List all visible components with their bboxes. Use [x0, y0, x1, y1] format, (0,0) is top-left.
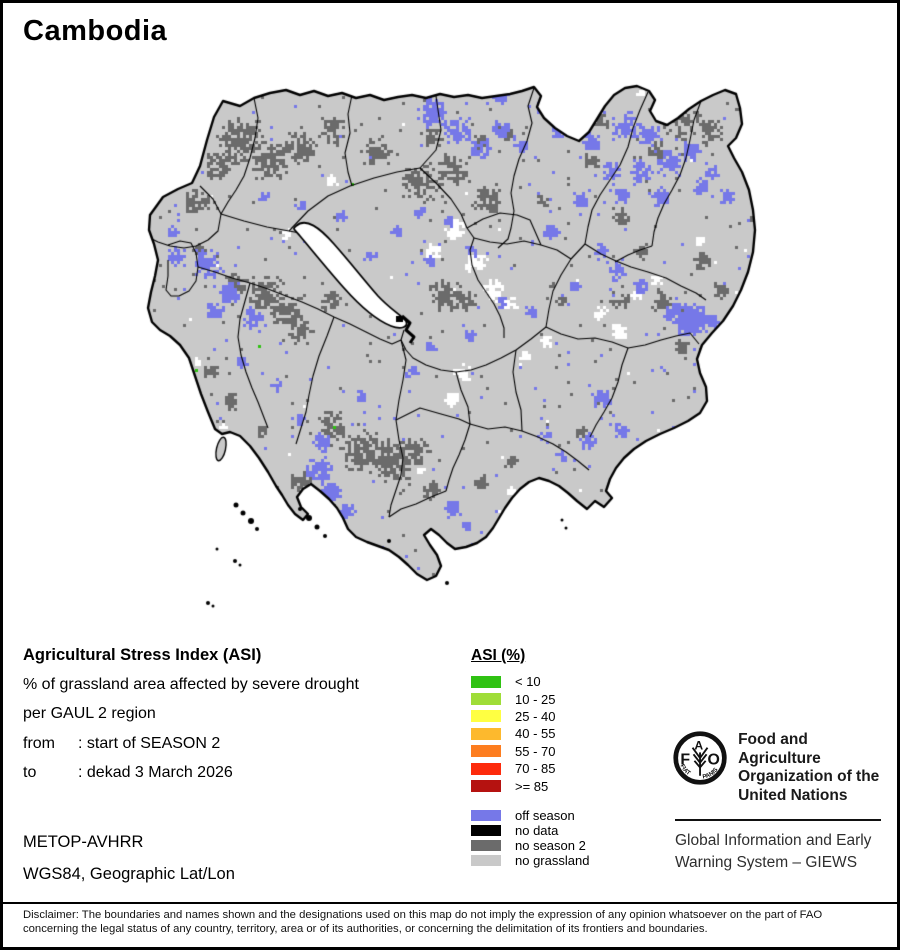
fao-name: Food and Agriculture Organization of the…	[738, 728, 884, 805]
legend-swatch	[471, 839, 501, 851]
projection-label: WGS84, Geographic Lat/Lon	[23, 865, 235, 883]
period-to: to : dekad 3 March 2026	[23, 765, 453, 781]
legend-swatch	[471, 762, 501, 775]
legend-swatch	[471, 727, 501, 740]
legend-row: 10 - 25	[471, 690, 661, 707]
asi-title: Agricultural Stress Index (ASI)	[23, 646, 262, 664]
giews-line: Global Information and Early	[675, 832, 872, 849]
legend-swatch	[471, 675, 501, 688]
legend-swatch	[471, 693, 501, 706]
legend-row: 70 - 85	[471, 760, 661, 777]
legend-row: off season	[471, 808, 661, 823]
legend-label: < 10	[515, 674, 541, 690]
fao-logo-icon: F A O FIAT PANIS	[673, 731, 727, 785]
fao-name-line: Food and Agriculture	[738, 731, 821, 767]
asi-subtitle-1: % of grassland area affected by severe d…	[23, 675, 359, 693]
legend-swatch	[471, 824, 501, 836]
period-from-value: : start of SEASON 2	[78, 734, 221, 752]
fao-name-line: United Nations	[738, 786, 848, 804]
disclaimer: Disclaimer: The boundaries and names sho…	[23, 909, 873, 936]
legend-label: 55 - 70	[515, 743, 556, 759]
legend-label: off season	[515, 807, 575, 823]
period-from: from : start of SEASON 2	[23, 734, 453, 752]
svg-text:O: O	[708, 752, 720, 769]
legend-label: >= 85	[515, 778, 549, 794]
legend-row: no grassland	[471, 853, 661, 868]
legend-row: 40 - 55	[471, 725, 661, 742]
legend-label: no data	[515, 822, 559, 838]
legend-label: no season 2	[515, 837, 586, 853]
map-info-block: Agricultural Stress Index (ASI) % of gra…	[23, 647, 453, 795]
legend-swatch	[471, 745, 501, 758]
legend-swatch	[471, 780, 501, 793]
legend: ASI (%) < 10 10 - 25 25 - 40 40 - 55 55 …	[471, 647, 661, 868]
legend-label: 70 - 85	[515, 761, 556, 777]
legend-row: 55 - 70	[471, 743, 661, 760]
legend-row: no data	[471, 823, 661, 838]
disclaimer-line: Disclaimer: The boundaries and names sho…	[23, 909, 823, 921]
period-to-label: to	[23, 764, 37, 781]
legend-row: no season 2	[471, 838, 661, 853]
source-block: METOP-AVHRR WGS84, Geographic Lat/Lon	[23, 833, 235, 897]
giews-line: Warning System – GIEWS	[675, 854, 858, 871]
legend-row: >= 85	[471, 777, 661, 794]
legend-swatch	[471, 854, 501, 866]
giews-name: Global Information and Early Warning Sys…	[675, 830, 884, 874]
legend-label: no grassland	[515, 852, 590, 868]
sensor-label: METOP-AVHRR	[23, 833, 144, 851]
svg-text:F: F	[680, 752, 690, 769]
legend-gap	[471, 795, 661, 808]
legend-row: 25 - 40	[471, 708, 661, 725]
legend-label: 10 - 25	[515, 691, 556, 707]
svg-text:A: A	[694, 739, 703, 753]
fao-block: F A O FIAT PANIS Food and Agriculture Or…	[672, 728, 884, 874]
disclaimer-line: concerning the legal status of any count…	[23, 922, 708, 935]
legend-label: 40 - 55	[515, 726, 556, 742]
fao-divider	[675, 819, 881, 821]
legend-label: 25 - 40	[515, 708, 556, 724]
asi-subtitle-2: per GAUL 2 region	[23, 705, 156, 722]
legend-row: < 10	[471, 673, 661, 690]
fao-name-line: Organization of the	[738, 768, 880, 785]
disclaimer-divider	[3, 902, 897, 904]
legend-title: ASI (%)	[471, 647, 526, 664]
legend-swatch	[471, 809, 501, 821]
page-title: Cambodia	[23, 15, 168, 47]
period-to-value: : dekad 3 March 2026	[78, 764, 233, 781]
legend-swatch	[471, 710, 501, 723]
period-from-label: from	[23, 734, 55, 752]
